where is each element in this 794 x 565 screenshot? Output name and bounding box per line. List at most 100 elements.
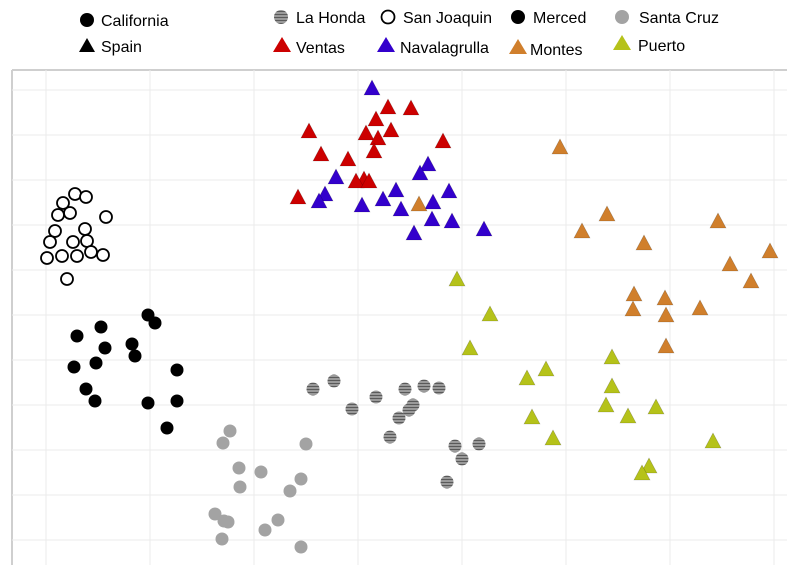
data-point-merced — [94, 320, 108, 334]
data-point-puerto — [633, 464, 651, 481]
data-point-ventas — [360, 172, 378, 189]
data-point-merced — [67, 360, 81, 374]
data-point-la-honda — [406, 398, 420, 412]
data-point-merced — [160, 421, 174, 435]
data-point-la-honda — [417, 379, 431, 393]
data-point-la-honda — [455, 452, 469, 466]
data-point-montes — [709, 212, 727, 229]
data-point-la-honda — [345, 402, 359, 416]
legend-label-merced: Merced — [533, 10, 586, 27]
data-point-montes — [551, 138, 569, 155]
data-point-puerto — [544, 429, 562, 446]
data-point-santa-cruz — [294, 540, 308, 554]
data-point-navalagrulla — [310, 192, 328, 209]
data-point-ventas — [367, 110, 385, 127]
data-point-merced — [128, 349, 142, 363]
data-point-santa-cruz — [216, 436, 230, 450]
data-point-montes — [761, 242, 779, 259]
data-point-puerto — [640, 457, 658, 474]
data-point-puerto — [704, 432, 722, 449]
legend-marker-ventas — [273, 37, 291, 52]
data-point-la-honda — [432, 381, 446, 395]
data-point-la-honda — [392, 411, 406, 425]
data-point-puerto — [619, 407, 637, 424]
data-point-san-joaquin — [55, 249, 69, 263]
data-point-san-joaquin — [48, 224, 62, 238]
data-point-santa-cruz — [299, 437, 313, 451]
data-point-montes — [721, 255, 739, 272]
data-point-ventas — [369, 129, 387, 146]
data-point-ventas — [300, 122, 318, 139]
data-point-ventas — [312, 145, 330, 162]
data-point-navalagrulla — [440, 182, 458, 199]
data-point-santa-cruz — [294, 472, 308, 486]
data-point-la-honda — [448, 439, 462, 453]
legend-label-la-honda: La Honda — [296, 10, 365, 27]
legend: California Spain La Honda San Joaquin Me… — [79, 9, 719, 59]
data-point-montes — [691, 299, 709, 316]
data-point-la-honda — [306, 382, 320, 396]
data-point-montes — [635, 234, 653, 251]
data-point-puerto — [448, 270, 466, 287]
data-point-santa-cruz — [232, 461, 246, 475]
plot-area — [11, 69, 787, 565]
data-points — [40, 79, 779, 554]
data-point-la-honda — [472, 437, 486, 451]
data-point-merced — [89, 356, 103, 370]
data-point-ventas — [357, 124, 375, 141]
data-point-san-joaquin — [63, 206, 77, 220]
data-point-navalagrulla — [424, 193, 442, 210]
legend-label-spain: Spain — [101, 39, 142, 56]
legend-label-navalagrulla: Navalagrulla — [400, 40, 489, 57]
data-point-santa-cruz — [208, 507, 222, 521]
data-point-montes — [657, 306, 675, 323]
data-point-merced — [148, 316, 162, 330]
data-point-navalagrulla — [327, 168, 345, 185]
data-point-montes — [624, 300, 642, 317]
data-point-ventas — [402, 99, 420, 116]
series-ventas — [289, 98, 452, 205]
legend-label-puerto: Puerto — [638, 38, 685, 55]
data-point-san-joaquin — [68, 187, 82, 201]
data-point-santa-cruz — [233, 480, 247, 494]
data-point-santa-cruz — [223, 424, 237, 438]
series-san-joaquin — [40, 187, 113, 286]
data-point-montes — [410, 195, 428, 212]
data-point-la-honda — [440, 475, 454, 489]
data-point-montes — [656, 289, 674, 306]
data-point-puerto — [518, 369, 536, 386]
series-la-honda — [306, 374, 486, 489]
data-point-merced — [170, 394, 184, 408]
legend-label-montes: Montes — [530, 42, 582, 59]
data-point-puerto — [647, 398, 665, 415]
data-point-san-joaquin — [96, 248, 110, 262]
data-point-san-joaquin — [66, 235, 80, 249]
legend-marker-merced — [511, 10, 525, 24]
data-point-ventas — [339, 150, 357, 167]
data-point-montes — [742, 272, 760, 289]
data-point-navalagrulla — [353, 196, 371, 213]
data-point-puerto — [537, 360, 555, 377]
data-point-ventas — [434, 132, 452, 149]
data-point-puerto — [523, 408, 541, 425]
series-merced — [67, 308, 184, 435]
data-point-ventas — [365, 142, 383, 159]
data-point-montes — [657, 337, 675, 354]
data-point-navalagrulla — [419, 155, 437, 172]
data-point-santa-cruz — [271, 513, 285, 527]
data-point-santa-cruz — [215, 532, 229, 546]
data-point-ventas — [347, 172, 365, 189]
plot-background — [12, 69, 787, 565]
legend-marker-puerto — [613, 35, 631, 50]
data-point-puerto — [603, 348, 621, 365]
data-point-merced — [88, 394, 102, 408]
data-point-navalagrulla — [363, 79, 381, 96]
data-point-navalagrulla — [411, 164, 429, 181]
legend-triangle-marker — [79, 38, 95, 52]
data-point-san-joaquin — [78, 222, 92, 236]
data-point-ventas — [379, 98, 397, 115]
data-point-merced — [125, 337, 139, 351]
data-point-san-joaquin — [79, 190, 93, 204]
data-point-merced — [141, 396, 155, 410]
